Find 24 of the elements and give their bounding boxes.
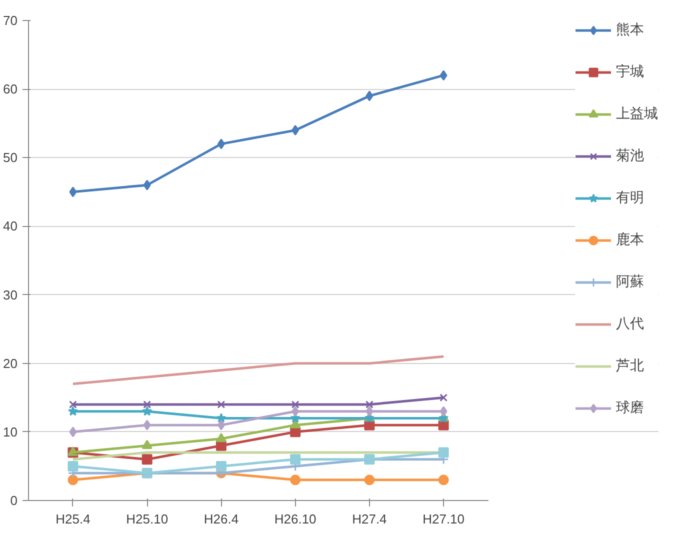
- x-tick-label: H26.4: [204, 512, 239, 526]
- y-tick-label: 30: [3, 287, 18, 302]
- legend-label: 有明: [616, 189, 644, 207]
- y-tick-label: 40: [3, 218, 18, 234]
- legend-label: 宇城: [616, 63, 644, 81]
- x-tick-label: H27.4: [352, 512, 387, 526]
- y-tick-label: 70: [3, 13, 18, 28]
- y-tick-label: 20: [3, 356, 18, 371]
- y-tick-label: 60: [3, 82, 18, 97]
- y-tick-label: 10: [3, 424, 18, 440]
- x-tick-label: H26.10: [274, 512, 316, 526]
- legend-label: 菊池: [616, 147, 644, 165]
- y-tick-label: 0: [10, 493, 18, 508]
- x-tick-label: H25.4: [56, 512, 90, 526]
- legend-label: 八代: [616, 315, 644, 333]
- legend-label: 球磨: [616, 399, 644, 417]
- legend-label: 阿蘇: [616, 273, 644, 291]
- legend-label: 鹿本: [616, 231, 644, 249]
- legend-label: 熊本: [616, 21, 644, 39]
- y-tick-label: 50: [3, 150, 18, 166]
- legend-label: 上益城: [616, 105, 658, 123]
- x-tick-label: H27.10: [422, 512, 465, 526]
- x-tick-label: H25.10: [126, 512, 168, 526]
- legend-label: 芦北: [616, 357, 644, 375]
